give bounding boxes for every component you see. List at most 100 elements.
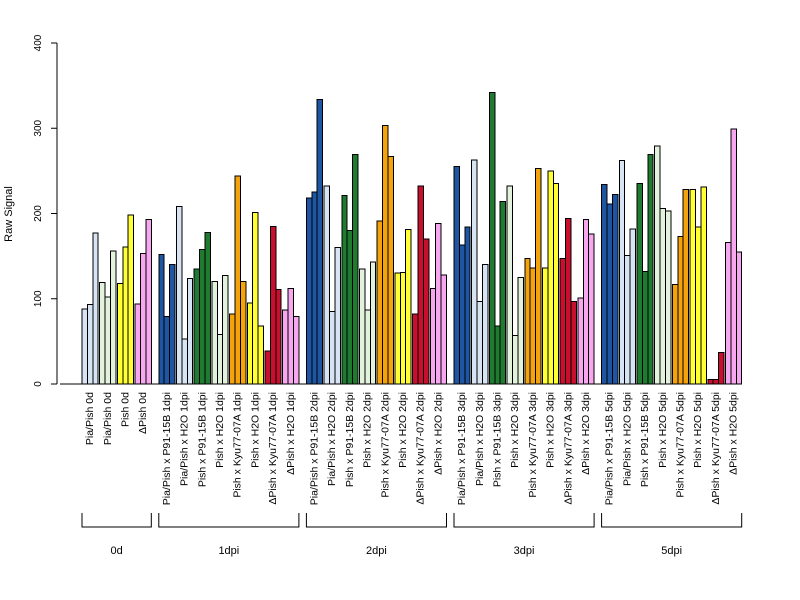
x-tick-label: Pia/Pish x P91-15B 2dpi xyxy=(309,392,321,505)
bar xyxy=(323,185,331,385)
x-tick-label: Pish x Kyu77-07A 3dpi xyxy=(527,392,539,498)
bar xyxy=(163,316,171,385)
bar xyxy=(346,230,354,385)
x-tick-label: ΔPish x H2O 2dpi xyxy=(432,392,444,475)
group-label: 3dpi xyxy=(514,545,535,557)
bar xyxy=(529,267,537,385)
x-tick-label: ΔPish x H2O 3dpi xyxy=(580,392,592,475)
bar xyxy=(99,282,106,385)
bar xyxy=(618,160,626,385)
x-tick-label: ΔPish x Kyu77-07A 5dpi xyxy=(710,392,722,505)
bar xyxy=(287,288,295,385)
bar xyxy=(718,351,725,385)
bar xyxy=(730,128,737,385)
bar xyxy=(193,268,201,385)
bar xyxy=(458,244,466,385)
x-tick-label: Pia/Pish 0d xyxy=(84,392,96,445)
bar xyxy=(376,220,384,385)
bar xyxy=(86,304,94,385)
x-tick-label: Pish x H2O 5dpi xyxy=(692,392,704,468)
bar xyxy=(665,210,672,385)
bar xyxy=(695,226,702,385)
bar xyxy=(311,191,318,385)
bar xyxy=(677,236,684,385)
bar xyxy=(239,281,247,385)
bar xyxy=(199,248,206,385)
bar xyxy=(405,229,412,385)
bar xyxy=(334,247,341,385)
bar xyxy=(611,194,619,385)
x-tick-label: Pish x H2O 1dpi xyxy=(249,392,261,468)
x-tick-label: ΔPish x H2O 1dpi xyxy=(285,392,297,475)
group-label: 2dpi xyxy=(366,545,387,557)
bar xyxy=(417,185,424,385)
bar xyxy=(176,206,183,385)
bar xyxy=(624,254,631,385)
bar xyxy=(647,154,654,385)
group-bracket xyxy=(453,513,595,528)
group-bracket xyxy=(158,513,300,528)
x-tick-label: Pia/Pish x H2O 5dpi xyxy=(621,392,633,486)
x-tick-label: Pia/Pish x H2O 1dpi xyxy=(179,392,191,486)
bar xyxy=(145,218,152,385)
group-label: 1dpi xyxy=(218,545,239,557)
bar xyxy=(659,207,666,385)
bar xyxy=(341,195,348,385)
x-tick-label: Pish x H2O 1dpi xyxy=(214,392,226,468)
x-tick-label: Pia/Pish x P91-15B 3dpi xyxy=(456,392,468,505)
bar xyxy=(211,281,218,385)
bar xyxy=(369,261,377,385)
bar xyxy=(565,218,572,385)
bar xyxy=(329,311,336,385)
x-tick-label: Pish x P91-15B 1dpi xyxy=(196,392,208,487)
bar xyxy=(412,313,419,385)
y-axis: 0 100 200 300 400 xyxy=(33,34,58,387)
group-label: 5dpi xyxy=(661,545,682,557)
bar xyxy=(606,203,613,385)
bar xyxy=(482,264,489,385)
bar xyxy=(234,175,241,385)
bar xyxy=(269,225,277,385)
y-tick-label: 200 xyxy=(33,205,44,222)
x-tick-label: Pish x Kyu77-07A 5dpi xyxy=(675,392,687,498)
bar xyxy=(104,296,111,385)
bar xyxy=(422,238,430,385)
x-tick-label: ΔPish x Kyu77-07A 1dpi xyxy=(267,392,279,505)
x-tick-label: Pia/Pish x P91-15B 1dpi xyxy=(161,392,173,505)
x-tick-label: Pish x H2O 3dpi xyxy=(545,392,557,468)
bar xyxy=(464,226,471,385)
bar xyxy=(169,264,176,385)
bar xyxy=(399,271,407,385)
x-tick-label: Pia/Pish 0d xyxy=(102,392,114,445)
bar xyxy=(382,125,389,385)
bar xyxy=(440,274,448,385)
x-tick-label: Pish x Kyu77-07A 2dpi xyxy=(379,392,391,498)
y-axis-label: Raw Signal xyxy=(3,186,15,242)
x-tick-label: ΔPish x Kyu77-07A 2dpi xyxy=(415,392,427,505)
bar xyxy=(559,258,567,385)
bar xyxy=(654,145,661,385)
bar xyxy=(222,275,229,385)
bar xyxy=(122,246,129,385)
x-tick-label: ΔPish x Kyu77-07A 3dpi xyxy=(562,392,574,505)
bar xyxy=(216,334,224,385)
bar xyxy=(116,282,124,385)
bar xyxy=(352,154,359,385)
bar xyxy=(471,159,478,385)
group-bracket xyxy=(81,513,152,528)
bar xyxy=(524,258,531,385)
bar xyxy=(293,316,300,385)
x-tick-label: ΔPish x H2O 5dpi xyxy=(728,392,740,475)
x-tick-label: Pish x H2O 3dpi xyxy=(509,392,521,468)
x-tick-label: Pia/Pish x P91-15B 5dpi xyxy=(604,392,616,505)
bar xyxy=(252,212,259,385)
bar xyxy=(394,272,401,385)
group-brackets: 0d 1dpi 2dpi 3dpi 5dpi xyxy=(81,513,743,557)
group-label: 0d xyxy=(111,545,123,557)
bar xyxy=(547,170,554,385)
y-tick-label: 300 xyxy=(33,119,44,136)
bar xyxy=(305,197,313,385)
bar xyxy=(127,214,135,385)
bar xyxy=(275,288,282,385)
